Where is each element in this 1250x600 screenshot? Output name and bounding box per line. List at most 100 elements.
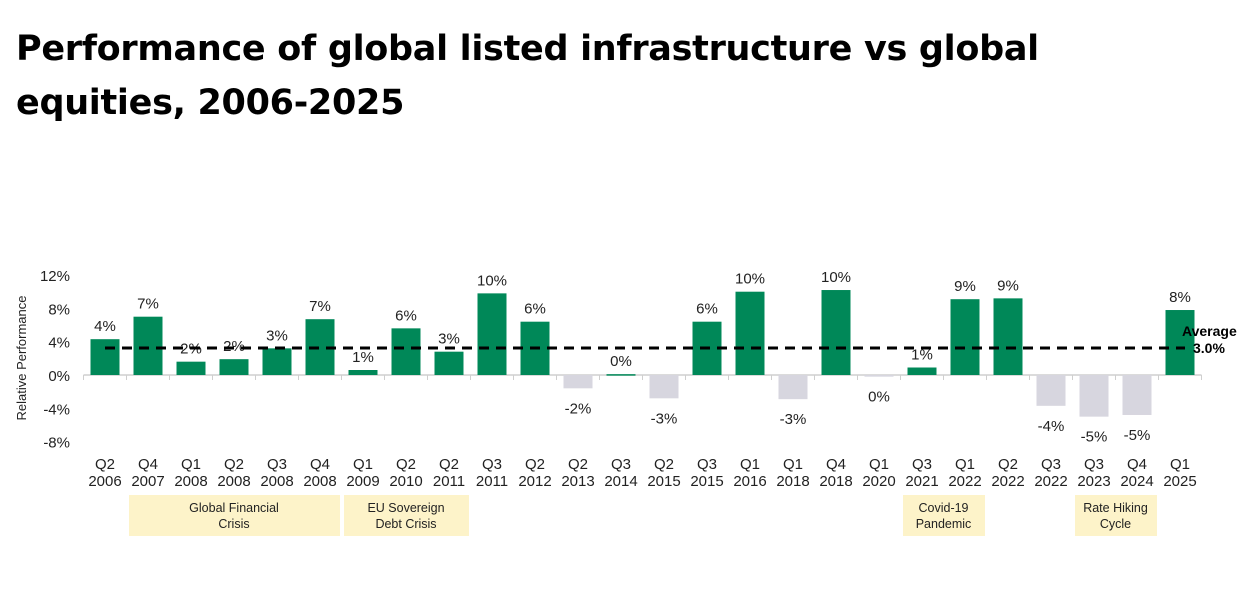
y-tick-label: 0%: [48, 368, 70, 385]
x-tick-quarter: Q3: [611, 456, 631, 473]
data-label: 0%: [868, 389, 890, 406]
data-label: -3%: [780, 411, 807, 428]
x-tick-quarter: Q3: [697, 456, 717, 473]
bar: [993, 298, 1023, 375]
x-tick-year: 2018: [819, 473, 852, 490]
x-tick-quarter: Q3: [912, 456, 932, 473]
bar: [133, 316, 163, 375]
x-tick-quarter: Q2: [439, 456, 459, 473]
data-label: 10%: [735, 271, 765, 288]
annotation-line: Debt Crisis: [375, 516, 437, 531]
x-tick-year: 2021: [905, 473, 938, 490]
bar: [864, 375, 894, 377]
bar: [1165, 310, 1195, 375]
annotation-label: Rate Hiking Cycle: [1083, 500, 1148, 532]
x-tick-year: 2007: [131, 473, 164, 490]
x-tick-quarter: Q3: [1041, 456, 1061, 473]
data-label: 0%: [610, 353, 632, 370]
average-label: Average: [1182, 323, 1237, 339]
x-tick-year: 2013: [561, 473, 594, 490]
y-axis-label: Relative Performance: [14, 296, 29, 421]
y-tick-label: 4%: [48, 335, 70, 352]
data-label: -2%: [565, 400, 592, 417]
bar: [176, 361, 206, 375]
bar: [477, 293, 507, 375]
x-tick-quarter: Q4: [1127, 456, 1147, 473]
annotation-line: EU Sovereign: [367, 500, 445, 515]
x-tick-quarter: Q1: [1170, 456, 1190, 473]
chart-title: Performance of global listed infrastruct…: [16, 29, 1039, 123]
x-tick-quarter: Q2: [95, 456, 115, 473]
x-tick-year: 2008: [174, 473, 207, 490]
y-tick-label: -4%: [43, 401, 70, 418]
bar: [1079, 375, 1109, 417]
data-label: 6%: [524, 301, 546, 318]
x-tick-year: 2008: [303, 473, 336, 490]
x-tick-year: 2018: [776, 473, 809, 490]
x-tick-quarter: Q1: [740, 456, 760, 473]
bar: [391, 328, 421, 375]
data-label: 9%: [954, 278, 976, 295]
x-tick-year: 2014: [604, 473, 637, 490]
bar: [434, 351, 464, 375]
data-label: -5%: [1081, 429, 1108, 446]
data-label: 10%: [477, 272, 507, 289]
x-tick-year: 2022: [1034, 473, 1067, 490]
x-tick-quarter: Q1: [955, 456, 975, 473]
data-label: 1%: [911, 347, 933, 364]
annotation-band: EU Sovereign Debt Crisis: [343, 495, 469, 536]
annotation-band: Rate Hiking Cycle: [1074, 495, 1157, 536]
x-tick-quarter: Q3: [1084, 456, 1104, 473]
bar: [1036, 375, 1066, 406]
x-tick-quarter: Q2: [654, 456, 674, 473]
x-tick-year: 2016: [733, 473, 766, 490]
x-tick-quarter: Q2: [525, 456, 545, 473]
bar: [1122, 375, 1152, 415]
x-tick-year: 2023: [1077, 473, 1110, 490]
data-label: -3%: [651, 410, 678, 427]
x-tick-quarter: Q3: [482, 456, 502, 473]
annotation-line: Pandemic: [915, 516, 972, 531]
x-tick-quarter: Q1: [353, 456, 373, 473]
x-tick-quarter: Q2: [998, 456, 1018, 473]
x-tick-year: 2011: [433, 473, 465, 490]
x-tick-year: 2024: [1120, 473, 1153, 490]
y-tick-label: -8%: [43, 435, 70, 452]
x-tick-year: 2006: [88, 473, 121, 490]
bar: [348, 370, 378, 375]
annotation-band: Covid-19 Pandemic: [902, 495, 985, 536]
x-tick-quarter: Q4: [826, 456, 846, 473]
data-label: 4%: [94, 318, 116, 335]
x-tick-year: 2011: [476, 473, 508, 490]
data-label: 6%: [395, 307, 417, 324]
annotation-line: Covid-19: [918, 500, 969, 515]
bar: [262, 348, 292, 375]
annotation-band: Global Financial Crisis: [128, 495, 340, 536]
x-tick-quarter: Q4: [310, 456, 330, 473]
annotation-line: Global Financial: [189, 500, 279, 515]
data-label: 9%: [997, 277, 1019, 294]
x-tick-year: 2010: [389, 473, 422, 490]
x-tick-quarter: Q1: [783, 456, 803, 473]
annotation-line: Rate Hiking: [1083, 500, 1148, 515]
bar: [950, 299, 980, 375]
data-label: 7%: [137, 296, 159, 313]
x-tick-year: 2015: [690, 473, 723, 490]
average-value: 3.0%: [1193, 340, 1225, 356]
bar: [219, 359, 249, 375]
data-label: 8%: [1169, 289, 1191, 306]
x-tick-year: 2022: [948, 473, 981, 490]
data-label: 6%: [696, 301, 718, 318]
x-tick-year: 2020: [862, 473, 895, 490]
data-label: 7%: [309, 298, 331, 315]
bar: [563, 375, 593, 389]
data-label: 10%: [821, 269, 851, 286]
x-tick-year: 2008: [260, 473, 293, 490]
data-label: -5%: [1124, 427, 1151, 444]
bar: [778, 375, 808, 400]
annotation-label: Covid-19 Pandemic: [916, 500, 972, 532]
y-tick-label: 8%: [48, 301, 70, 318]
x-tick-quarter: Q2: [568, 456, 588, 473]
bar: [606, 374, 636, 376]
x-tick-year: 2009: [346, 473, 379, 490]
